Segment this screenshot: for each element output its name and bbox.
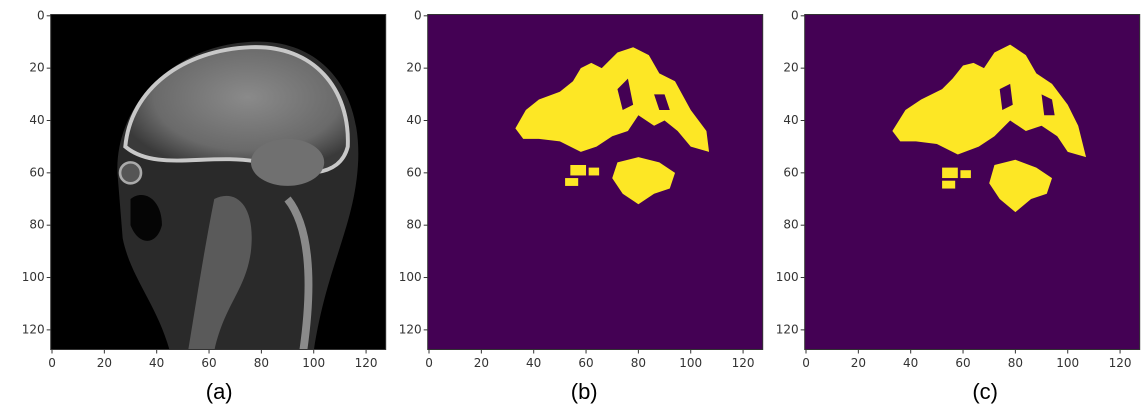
caption: (b) [571, 379, 598, 404]
mask-image [427, 14, 763, 350]
x-tick-label: 80 [254, 356, 269, 370]
mask-image [804, 14, 1140, 350]
y-tick-label: 80 [783, 218, 798, 232]
x-tick-label: 40 [149, 356, 164, 370]
y-tick-label: 40 [406, 113, 421, 127]
x-tick-label: 80 [1008, 356, 1023, 370]
y-tick-label: 120 [776, 322, 799, 336]
axes-frame [50, 14, 387, 350]
y-tick-label: 80 [29, 218, 44, 232]
y-tick-label: 100 [776, 270, 799, 284]
x-tick-label: 100 [1056, 356, 1079, 370]
y-tick-label: 40 [29, 113, 44, 127]
x-tick-label: 60 [955, 356, 970, 370]
y-tick-label: 100 [22, 270, 45, 284]
x-tick-label: 60 [578, 356, 593, 370]
y-tick-label: 60 [29, 165, 44, 179]
y-tick-label: 60 [406, 165, 421, 179]
y-tick-label: 120 [399, 322, 422, 336]
axes-frame [427, 14, 764, 350]
x-tick-label: 0 [48, 356, 56, 370]
x-tick-label: 100 [679, 356, 702, 370]
y-tick-label: 0 [37, 8, 45, 22]
x-tick-label: 20 [474, 356, 489, 370]
y-tick-label: 100 [399, 270, 422, 284]
caption: (c) [972, 379, 998, 404]
x-tick-label: 100 [302, 356, 325, 370]
y-tick-label: 0 [791, 8, 799, 22]
x-tick-label: 0 [802, 356, 810, 370]
x-tick-label: 120 [1109, 356, 1132, 370]
caption: (a) [206, 379, 233, 404]
y-tick-label: 0 [414, 8, 422, 22]
y-tick-label: 20 [29, 61, 44, 75]
y-tick-label: 20 [783, 61, 798, 75]
x-tick-label: 60 [201, 356, 216, 370]
x-tick-label: 80 [631, 356, 646, 370]
y-tick-label: 40 [783, 113, 798, 127]
axes-frame [804, 14, 1141, 350]
x-tick-label: 20 [97, 356, 112, 370]
x-tick-label: 40 [526, 356, 541, 370]
x-tick-label: 40 [903, 356, 918, 370]
x-tick-label: 20 [851, 356, 866, 370]
mri-image [50, 14, 386, 350]
y-tick-label: 20 [406, 61, 421, 75]
y-tick-label: 80 [406, 218, 421, 232]
x-tick-label: 120 [355, 356, 378, 370]
x-tick-label: 0 [425, 356, 433, 370]
x-tick-label: 120 [732, 356, 755, 370]
y-tick-label: 60 [783, 165, 798, 179]
y-tick-label: 120 [22, 322, 45, 336]
